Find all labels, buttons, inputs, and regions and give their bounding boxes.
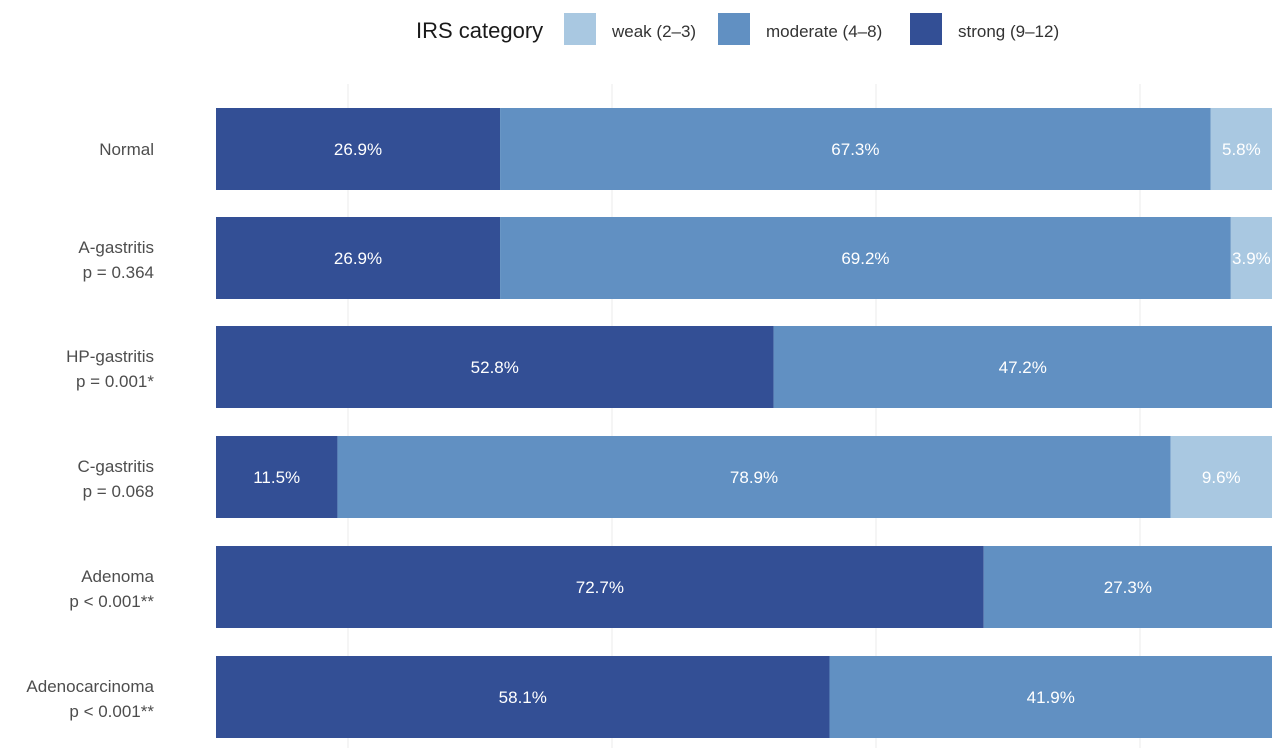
bar-label-strong: 72.7% — [576, 578, 624, 597]
bar-label-strong: 26.9% — [334, 249, 382, 268]
bar-segment-moderate — [337, 436, 1171, 518]
legend-label-weak: weak (2–3) — [611, 22, 696, 41]
bar-label-moderate: 27.3% — [1104, 578, 1152, 597]
bar-label-moderate: 69.2% — [841, 249, 889, 268]
bar-segment-moderate — [500, 217, 1231, 299]
legend-swatch-weak — [564, 13, 596, 45]
bar-label-strong: 58.1% — [499, 688, 547, 707]
legend-swatch-moderate — [718, 13, 750, 45]
bar-label-moderate: 41.9% — [1027, 688, 1075, 707]
bar-segment-strong — [216, 656, 830, 738]
bar-segment-weak — [1170, 436, 1272, 518]
category-label: Normal — [99, 140, 154, 159]
bar-segment-moderate — [983, 546, 1272, 628]
bar-label-strong: 11.5% — [253, 468, 300, 487]
legend-title: IRS category — [416, 18, 543, 43]
gridlines — [347, 84, 1141, 748]
bar-label-moderate: 47.2% — [999, 358, 1047, 377]
category-label: Adenoma — [81, 567, 154, 586]
bar-segment-moderate — [500, 108, 1211, 190]
p-value-label: p = 0.001* — [76, 372, 154, 391]
bar-labels: 26.9% 67.3% 5.8% 26.9% 69.2% 3.9% 52.8% 47.2% 11… — [253, 140, 1271, 707]
bar-label-strong: 52.8% — [471, 358, 519, 377]
bar-segment-weak — [1210, 108, 1272, 190]
p-value-label: p = 0.364 — [83, 263, 154, 282]
category-label: C-gastritis — [77, 457, 154, 476]
bar-segment-strong — [216, 326, 774, 408]
bar-segment-strong — [216, 546, 984, 628]
p-value-label: p = 0.068 — [83, 482, 154, 501]
legend-label-moderate: moderate (4–8) — [766, 22, 882, 41]
bar-label-strong: 26.9% — [334, 140, 382, 159]
bar-label-weak: 3.9% — [1232, 249, 1271, 268]
legend: IRS category weak (2–3) moderate (4–8) str… — [416, 13, 1059, 45]
category-label: Adenocarcinoma — [26, 677, 154, 696]
bar-label-moderate: 67.3% — [831, 140, 879, 159]
bar-segment-strong — [216, 217, 501, 299]
p-value-label: p < 0.001** — [69, 592, 154, 611]
legend-swatch-strong — [910, 13, 942, 45]
category-label: HP-gastritis — [66, 347, 154, 366]
category-labels: Normal A-gastritis p = 0.364 HP-gastritis p … — [26, 140, 154, 721]
bar-label-weak: 9.6% — [1202, 468, 1241, 487]
bar-segment-weak — [1230, 217, 1272, 299]
bar-segment-moderate — [773, 326, 1272, 408]
bar-label-weak: 5.8% — [1222, 140, 1261, 159]
bars — [216, 108, 1272, 738]
legend-label-strong: strong (9–12) — [958, 22, 1059, 41]
category-label: A-gastritis — [78, 238, 154, 257]
bar-label-moderate: 78.9% — [730, 468, 778, 487]
bar-segment-moderate — [829, 656, 1272, 738]
bar-segment-strong — [216, 436, 338, 518]
bar-segment-strong — [216, 108, 501, 190]
p-value-label: p < 0.001** — [69, 702, 154, 721]
